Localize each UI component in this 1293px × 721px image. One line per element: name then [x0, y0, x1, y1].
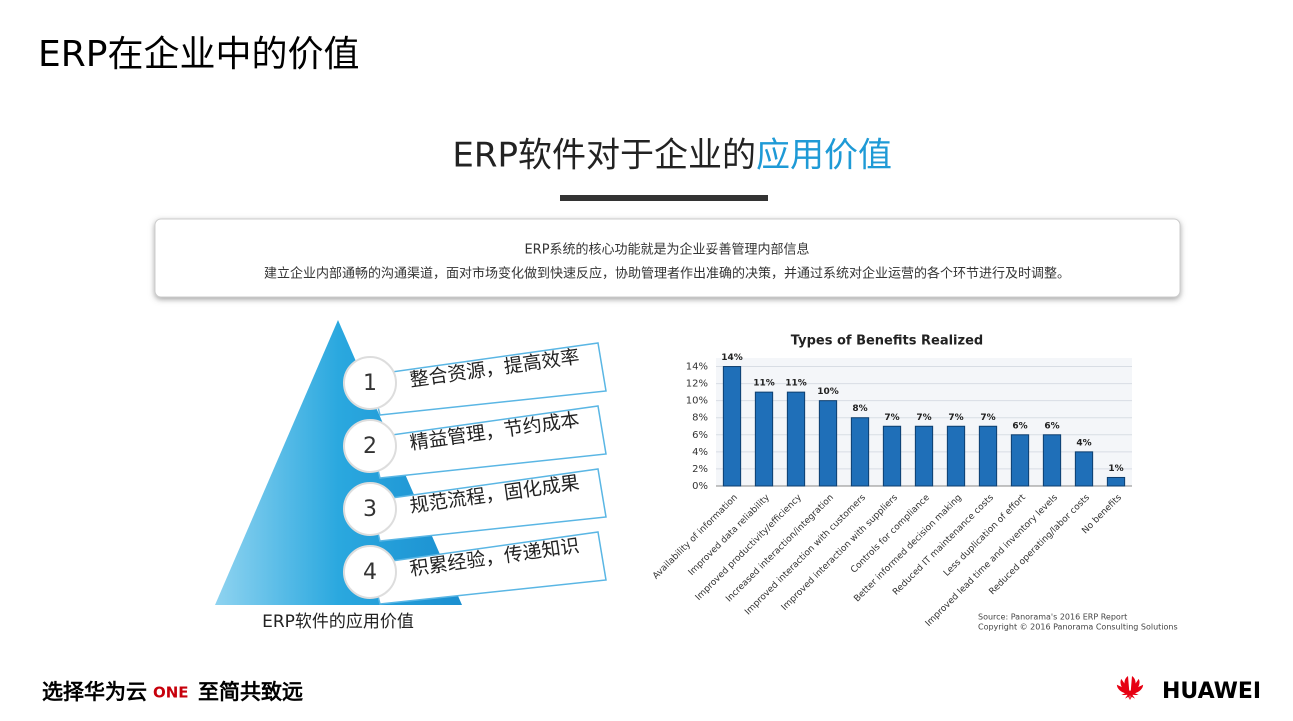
value-label: 7% [948, 413, 963, 423]
item-circle [343, 356, 397, 410]
bar [1106, 476, 1126, 487]
value-label: 1% [1108, 464, 1123, 474]
item-number: 3 [363, 497, 377, 522]
item-circle [343, 545, 397, 599]
slogan-end: 至简共致远 [198, 680, 303, 704]
y-tick-label: 0% [692, 481, 708, 492]
intro-line: ERP系统的核心功能就是为企业妥善管理内部信息 [524, 242, 809, 258]
pyramid-item: 1 整合资源，提高效率 [343, 342, 607, 416]
value-label: 7% [980, 413, 995, 423]
heading-highlight: 应用价值 [756, 136, 892, 176]
chart-title: Types of Benefits Realized [791, 334, 983, 349]
bar [722, 366, 742, 487]
x-tick-label: Improved interaction with suppliers [780, 493, 900, 613]
x-tick-label: Improved interaction with customers [743, 493, 868, 618]
chart-source: Copyright © 2016 Panorama Consulting Sol… [978, 623, 1178, 632]
intro-box [154, 218, 1181, 298]
y-tick-label: 12% [686, 379, 708, 390]
value-label: 6% [1012, 421, 1027, 431]
y-tick-label: 6% [692, 430, 708, 441]
item-number: 1 [363, 371, 377, 396]
bar [882, 425, 902, 487]
heading-rule [560, 195, 768, 201]
bar [946, 425, 966, 487]
bar [850, 417, 870, 487]
bar [914, 425, 934, 487]
item-circle [343, 419, 397, 473]
value-label: 14% [721, 353, 743, 363]
value-label: 10% [817, 387, 839, 397]
chart-source: Source: Panorama's 2016 ERP Report [978, 613, 1127, 622]
bar [978, 425, 998, 487]
value-label: 8% [852, 404, 867, 414]
bar [818, 400, 838, 487]
intro-line: 建立企业内部通畅的沟通渠道，面对市场变化做到快速反应，协助管理者作出准确的决策，… [264, 266, 1070, 282]
y-tick-label: 8% [692, 413, 708, 424]
value-label: 7% [916, 413, 931, 423]
item-circle [343, 482, 397, 536]
value-label: 11% [785, 379, 807, 389]
huawei-logo [1116, 676, 1144, 700]
y-tick-label: 14% [686, 362, 708, 373]
pyramid-item: 2 精益管理，节约成本 [343, 405, 607, 479]
pyramid-caption: ERP软件的应用价值 [262, 612, 414, 632]
item-number: 2 [363, 434, 377, 459]
y-tick-label: 10% [686, 396, 708, 407]
value-label: 11% [753, 379, 775, 389]
slogan-start: 选择华为云 [42, 680, 147, 704]
y-tick-label: 2% [692, 464, 708, 475]
bar [786, 391, 806, 487]
heading-main: ERP软件对于企业的 [452, 136, 756, 176]
value-label: 4% [1076, 438, 1091, 448]
bar [1010, 434, 1030, 487]
slogan-one: ONE [153, 684, 189, 702]
item-number: 4 [363, 560, 377, 585]
bar [754, 391, 774, 487]
brand: HUAWEI [1162, 679, 1261, 704]
slide-title: ERP在企业中的价值 [38, 34, 359, 75]
bar [1042, 434, 1062, 487]
value-label: 7% [884, 413, 899, 423]
bar [1074, 451, 1094, 487]
y-tick-label: 4% [692, 447, 708, 458]
bar-chart: Types of Benefits Realized 0% 2% 4% 6% 8% 10% 1… [651, 334, 1132, 629]
value-label: 6% [1044, 421, 1059, 431]
